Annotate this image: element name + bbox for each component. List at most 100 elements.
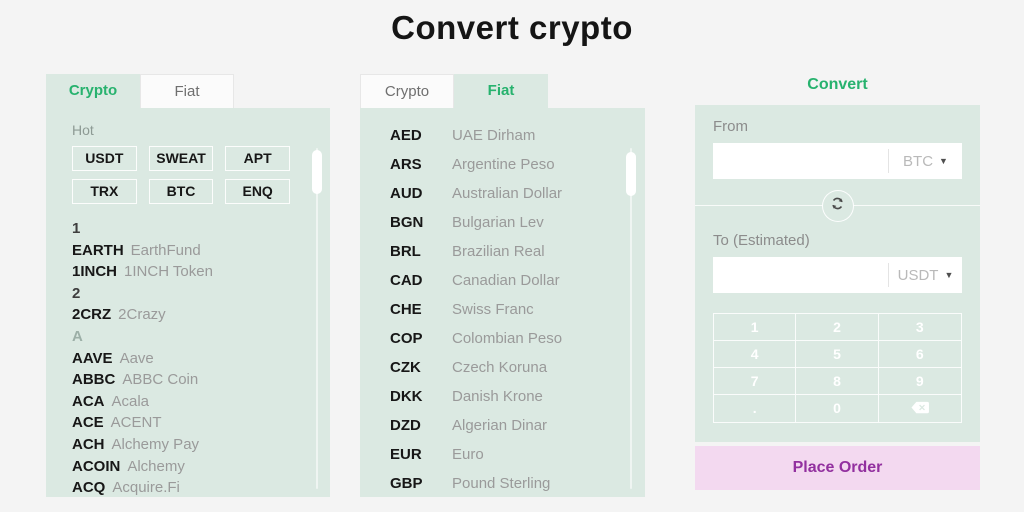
- scrollbar[interactable]: [312, 150, 322, 194]
- crypto-symbol: AAVE: [72, 349, 113, 367]
- keypad-key-4[interactable]: 4: [714, 341, 797, 368]
- fiat-list-panel: AED UAE Dirham ARS Argentine Peso AUD Austr…: [360, 108, 645, 497]
- hot-chips: USDT SWEAT APT TRX BTC ENQ: [72, 146, 290, 204]
- chevron-down-icon: ▼: [939, 156, 948, 166]
- place-order-button[interactable]: Place Order: [695, 446, 980, 490]
- swap-refresh-icon: [830, 196, 845, 216]
- list-item[interactable]: 1INCH 1INCH Token: [72, 261, 290, 283]
- tab-crypto[interactable]: Crypto: [46, 74, 140, 108]
- list-item[interactable]: EARTH EarthFund: [72, 240, 290, 262]
- list-item[interactable]: ACH Alchemy Pay: [72, 434, 290, 456]
- fiat-name: Australian Dollar: [452, 185, 563, 202]
- list-item[interactable]: ACA Acala: [72, 391, 290, 413]
- from-currency-value: BTC: [903, 152, 934, 170]
- list-item[interactable]: ABBC ABBC Coin: [72, 369, 290, 391]
- list-item[interactable]: AUD Australian Dollar: [390, 179, 609, 208]
- hot-chip-btc[interactable]: BTC: [148, 179, 214, 204]
- crypto-symbol: 2CRZ: [72, 306, 112, 324]
- crypto-symbol: ACQ: [72, 479, 106, 497]
- crypto-symbol: ACOIN: [72, 457, 121, 475]
- to-currency-select[interactable]: USDT ▼: [888, 263, 962, 287]
- crypto-symbol: ABBC: [72, 371, 116, 389]
- keypad-key-decimal[interactable]: .: [714, 395, 797, 422]
- keypad-key-7[interactable]: 7: [714, 368, 797, 395]
- chevron-down-icon: ▼: [944, 270, 954, 280]
- list-item[interactable]: EUR Euro: [390, 440, 609, 469]
- fiat-name: Danish Krone: [452, 388, 543, 405]
- keypad-key-0[interactable]: 0: [796, 395, 879, 422]
- tab-fiat[interactable]: Fiat: [454, 74, 548, 108]
- fiat-symbol: BRL: [390, 243, 421, 260]
- fiat-symbol: CAD: [390, 272, 423, 289]
- keypad-key-9[interactable]: 9: [878, 368, 961, 395]
- hot-chip-trx[interactable]: TRX: [72, 179, 137, 204]
- keypad-key-3[interactable]: 3: [878, 314, 961, 341]
- crypto-name: ABBC Coin: [122, 371, 199, 389]
- crypto-name: Aave: [119, 349, 154, 367]
- list-item[interactable]: ACE ACENT: [72, 412, 290, 434]
- convert-panel: From BTC ▼ To (Estimated) USDT ▼: [695, 105, 980, 442]
- crypto-name: Alchemy: [127, 457, 185, 475]
- fiat-symbol: CZK: [390, 359, 421, 376]
- crypto-name: 1INCH Token: [124, 263, 213, 281]
- fiat-symbol: EUR: [390, 446, 422, 463]
- keypad-key-backspace[interactable]: [879, 395, 961, 422]
- to-amount-input[interactable]: USDT ▼: [713, 257, 962, 293]
- swap-button[interactable]: [821, 190, 854, 222]
- convert-panel-title: Convert: [807, 76, 868, 93]
- from-currency-select[interactable]: BTC ▼: [888, 149, 962, 173]
- fiat-symbol: ARS: [390, 156, 422, 173]
- crypto-symbol: 1INCH: [72, 263, 118, 281]
- list-item[interactable]: 2CRZ 2Crazy: [72, 304, 290, 326]
- keypad-key-6[interactable]: 6: [878, 341, 961, 368]
- list-item[interactable]: GBP Pound Sterling: [390, 469, 609, 498]
- tab-crypto[interactable]: Crypto: [360, 74, 454, 108]
- list-item[interactable]: AED UAE Dirham: [390, 121, 609, 150]
- list-item[interactable]: ACOIN Alchemy: [72, 456, 290, 478]
- to-label: To (Estimated): [713, 232, 810, 249]
- list-item[interactable]: ACQ Acquire.Fi: [72, 477, 290, 499]
- to-amount-value[interactable]: [713, 257, 888, 293]
- keypad-key-5[interactable]: 5: [796, 341, 879, 368]
- hot-chip-usdt[interactable]: USDT: [72, 146, 137, 171]
- crypto-list-panel: Hot USDT SWEAT APT TRX BTC ENQ 1 EARTH Ea…: [46, 108, 330, 497]
- keypad-key-1[interactable]: 1: [714, 314, 797, 341]
- list-item[interactable]: AAVE Aave: [72, 348, 290, 370]
- fiat-symbol: DKK: [390, 388, 423, 405]
- crypto-list: 1 EARTH EarthFund 1INCH 1INCH Token 2 2CRZ…: [72, 218, 290, 499]
- section-header: 2: [72, 284, 81, 302]
- list-item[interactable]: CHE Swiss Franc: [390, 295, 609, 324]
- scrollbar[interactable]: [626, 152, 636, 196]
- from-label: From: [713, 118, 748, 135]
- keypad-key-8[interactable]: 8: [796, 368, 879, 395]
- crypto-name: Acquire.Fi: [112, 479, 180, 497]
- crypto-name: Alchemy Pay: [111, 435, 200, 453]
- from-amount-input[interactable]: BTC ▼: [713, 143, 962, 179]
- list-item[interactable]: BGN Bulgarian Lev: [390, 208, 609, 237]
- page-title: Convert crypto: [391, 9, 633, 46]
- tab-fiat[interactable]: Fiat: [140, 74, 234, 108]
- fiat-symbol: BGN: [390, 214, 424, 231]
- crypto-name: Acala: [111, 392, 150, 410]
- list-item[interactable]: ARS Argentine Peso: [390, 150, 609, 179]
- list-item[interactable]: DZD Algerian Dinar: [390, 411, 609, 440]
- fiat-name: Swiss Franc: [452, 301, 534, 318]
- hot-chip-apt[interactable]: APT: [225, 146, 290, 171]
- from-amount-value[interactable]: [713, 143, 888, 179]
- keypad-key-2[interactable]: 2: [796, 314, 879, 341]
- fiat-name: Brazilian Real: [452, 243, 545, 260]
- swap-row: [695, 190, 980, 222]
- fiat-symbol: AUD: [390, 185, 423, 202]
- crypto-name: ACENT: [110, 414, 162, 432]
- list-item[interactable]: COP Colombian Peso: [390, 324, 609, 353]
- list-item[interactable]: DKK Danish Krone: [390, 382, 609, 411]
- section-header: 1: [72, 220, 81, 237]
- hot-chip-enq[interactable]: ENQ: [225, 179, 290, 204]
- hot-chip-sweat[interactable]: SWEAT: [148, 146, 214, 171]
- list-item[interactable]: CAD Canadian Dollar: [390, 266, 609, 295]
- crypto-name: 2Crazy: [118, 306, 166, 324]
- fiat-name: Czech Koruna: [452, 359, 548, 376]
- list-item[interactable]: BRL Brazilian Real: [390, 237, 609, 266]
- list-item[interactable]: CZK Czech Koruna: [390, 353, 609, 382]
- middle-panel-tabs: Crypto Fiat: [360, 74, 548, 108]
